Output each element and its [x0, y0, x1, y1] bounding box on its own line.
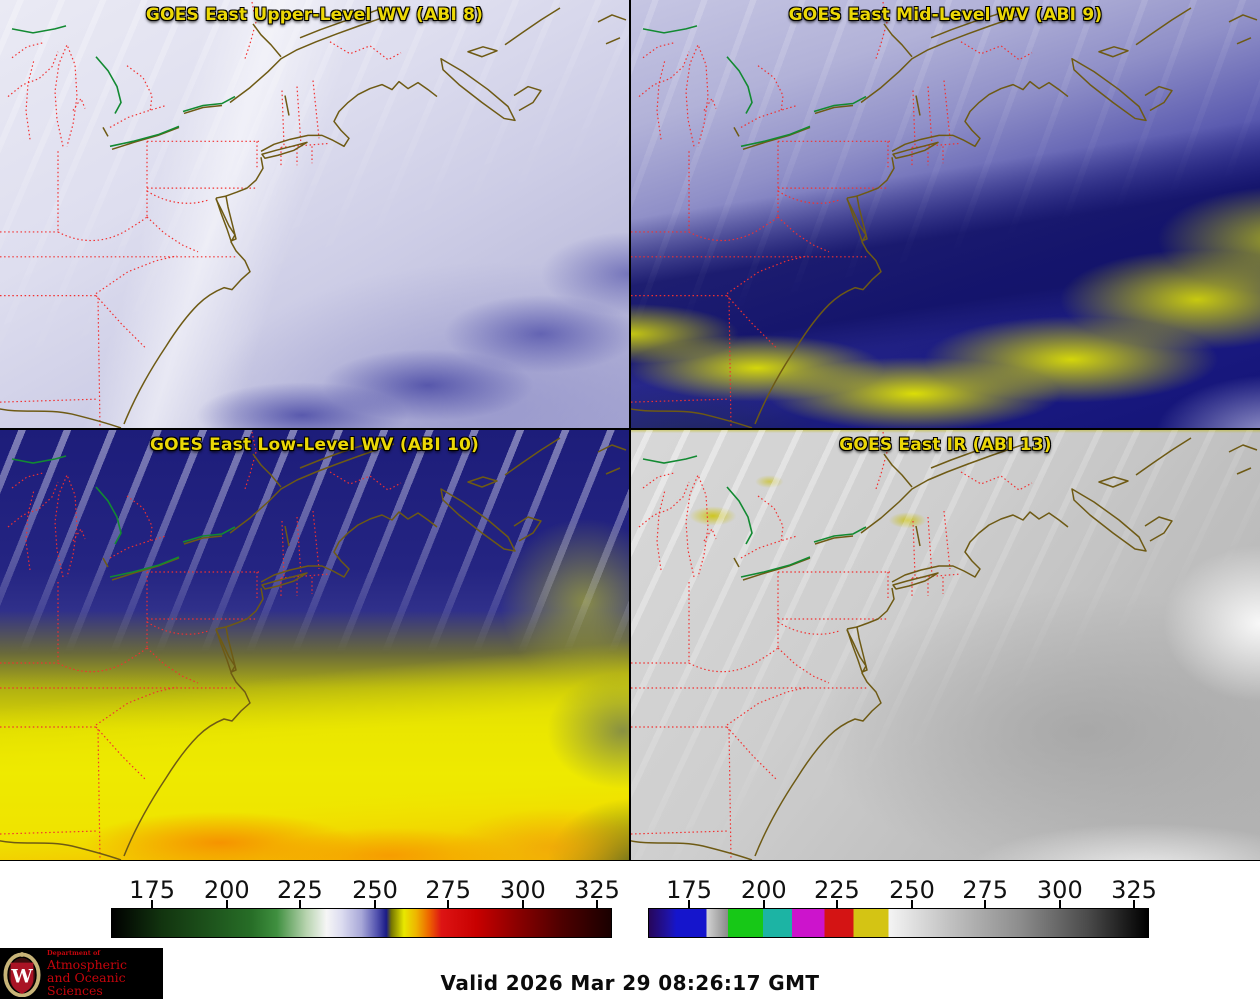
- tick-label: 300: [499, 876, 546, 904]
- tick-mark: [298, 900, 301, 908]
- tick-mark: [521, 900, 524, 908]
- basemap-overlay: [0, 431, 627, 860]
- logo-name-line2: and Oceanic Sciences: [47, 969, 126, 998]
- tick-mark: [835, 900, 838, 908]
- panel-title-abi10: GOES East Low-Level WV (ABI 10): [149, 435, 479, 455]
- tick-label: 175: [666, 876, 712, 904]
- svg-text:W: W: [10, 965, 33, 987]
- tick-label: 300: [1036, 876, 1083, 904]
- tick-label: 200: [740, 876, 787, 904]
- basemap-overlay: [0, 1, 627, 428]
- tick-mark: [688, 900, 691, 908]
- logo-text: Department of Atmospheric and Oceanic Sc…: [47, 948, 163, 998]
- tick-mark: [762, 900, 765, 908]
- tick-label: 250: [352, 876, 398, 904]
- tick-mark: [1132, 900, 1135, 908]
- tick-label: 200: [203, 876, 250, 904]
- tick-label: 275: [425, 876, 472, 904]
- wv-colorbar: 175 200 225 250 275 300 325: [111, 876, 620, 938]
- panel-title-abi8: GOES East Upper-Level WV (ABI 8): [145, 5, 484, 25]
- tick-mark: [595, 900, 598, 908]
- logo-dept-line: Department of: [47, 948, 101, 957]
- tick-mark: [374, 900, 377, 908]
- map-grid: GOES East Upper-Level WV (ABI 8) GOES Ea…: [0, 0, 1260, 861]
- ir-color-scale: [648, 908, 1149, 938]
- tick-label: 325: [1111, 876, 1157, 904]
- tick-mark: [1058, 900, 1061, 908]
- tick-label: 250: [889, 876, 935, 904]
- uw-aos-logo: W Department of Atmospheric and Oceanic …: [0, 948, 163, 999]
- tick-label: 175: [129, 876, 175, 904]
- tick-mark: [151, 900, 154, 908]
- wv-color-scale: [111, 908, 612, 938]
- panel-title-abi9: GOES East Mid-Level WV (ABI 9): [788, 5, 1103, 25]
- tick-mark: [984, 900, 987, 908]
- tick-label: 225: [276, 876, 323, 904]
- logo-name-line1: Atmospheric: [47, 956, 128, 972]
- panel-low-level-wv: GOES East Low-Level WV (ABI 10): [0, 430, 629, 860]
- panel-ir: GOES East IR (ABI 13): [631, 430, 1260, 860]
- tick-label: 275: [962, 876, 1009, 904]
- panel-upper-level-wv: GOES East Upper-Level WV (ABI 8): [0, 0, 629, 428]
- tick-mark: [911, 900, 914, 908]
- panel-title-abi13: GOES East IR (ABI 13): [839, 435, 1052, 455]
- basemap-overlay: [631, 1, 1258, 428]
- basemap-overlay: [631, 431, 1258, 860]
- ir-colorbar: 175 200 225 250 275 300 325: [648, 876, 1157, 938]
- uw-crest-icon: W: [3, 951, 41, 997]
- valid-timestamp: Valid 2026 Mar 29 08:26:17 GMT: [440, 971, 820, 995]
- tick-mark: [225, 900, 228, 908]
- tick-mark: [447, 900, 450, 908]
- tick-label: 325: [574, 876, 620, 904]
- panel-mid-level-wv: GOES East Mid-Level WV (ABI 9): [631, 0, 1260, 428]
- tick-label: 225: [813, 876, 860, 904]
